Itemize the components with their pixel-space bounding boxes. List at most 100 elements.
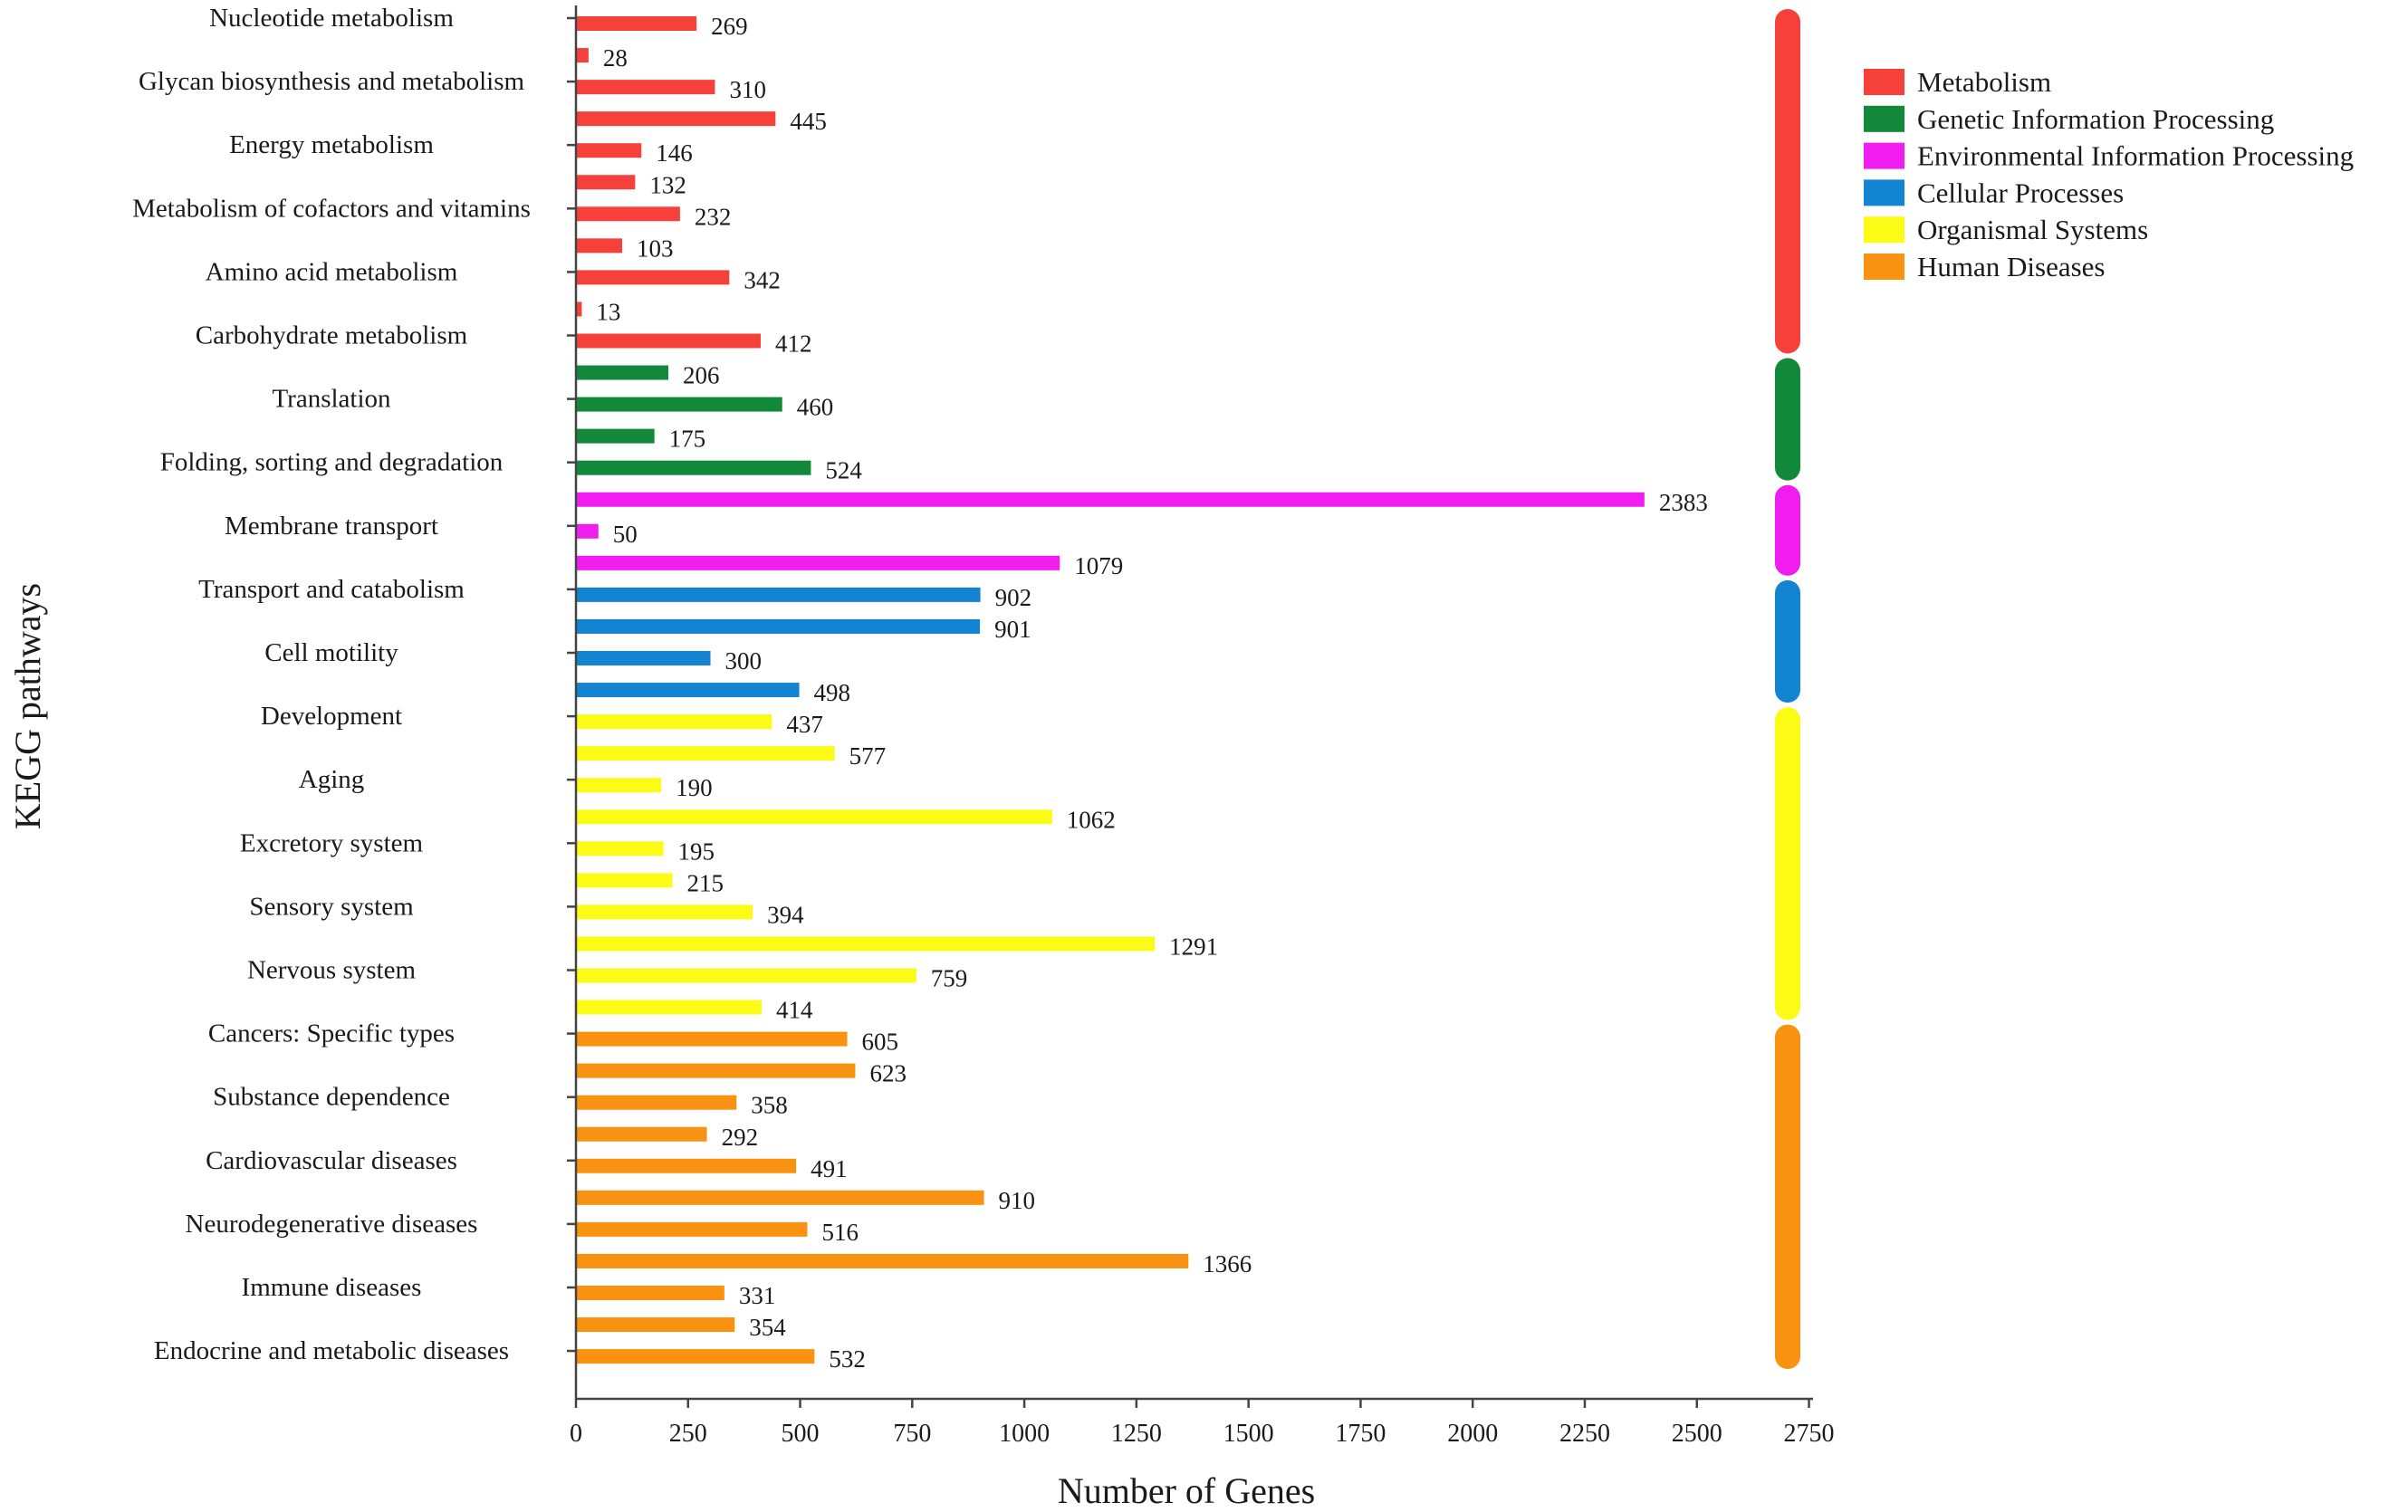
bar	[576, 1000, 762, 1015]
bar	[576, 651, 711, 665]
x-tick-label: 750	[893, 1420, 931, 1448]
x-tick-label: 2250	[1559, 1420, 1610, 1448]
legend: Metabolism Genetic Information Processing…	[1864, 66, 2354, 282]
bar	[576, 1063, 856, 1078]
bar-value-label: 902	[995, 584, 1032, 611]
y-tick-label: Glycan biosynthesis and metabolism	[139, 67, 525, 96]
bar-value-label: 524	[825, 457, 862, 484]
y-tick-label: Substance dependence	[213, 1083, 450, 1112]
x-tick-label: 1750	[1335, 1420, 1386, 1448]
x-axis: 0 250 500 750 1000 1250 1500 1750 2000 2250 2500 27…	[570, 1397, 1835, 1448]
bar-value-label: 394	[767, 901, 804, 928]
bar-value-label: 532	[829, 1345, 866, 1373]
bar-value-label: 50	[613, 521, 638, 548]
value-labels-layer: 269 28 310 445 146 132 232 103 342 13 412 206 460 175…	[596, 13, 1707, 1373]
bar	[576, 1286, 724, 1300]
bar	[576, 618, 981, 634]
category-group-bar	[1775, 1024, 1800, 1370]
bar	[576, 1095, 737, 1110]
bar-value-label: 498	[814, 679, 851, 706]
legend-swatch	[1864, 69, 1904, 95]
bar	[576, 206, 680, 222]
bar	[576, 1126, 707, 1142]
bar-value-label: 577	[849, 742, 887, 770]
category-group-bar	[1775, 484, 1800, 576]
bar	[576, 1221, 808, 1237]
bar	[576, 873, 673, 888]
bar	[576, 968, 916, 983]
bar-value-label: 103	[637, 234, 674, 262]
bar-value-label: 292	[722, 1124, 759, 1151]
bar	[576, 492, 1645, 507]
legend-swatch	[1864, 142, 1904, 169]
y-tick-label: Membrane transport	[225, 512, 438, 541]
y-tick-label: Nucleotide metabolism	[209, 4, 454, 33]
bar-value-label: 901	[994, 616, 1031, 643]
bar	[576, 1158, 797, 1173]
bar-value-label: 437	[786, 711, 823, 738]
bar-value-label: 358	[751, 1092, 788, 1119]
bar-value-label: 132	[649, 171, 686, 198]
bar-value-label: 190	[676, 774, 713, 801]
bar-value-label: 623	[869, 1060, 907, 1087]
bar	[576, 80, 715, 95]
legend-swatch	[1864, 179, 1904, 206]
y-tick-label: Transport and catabolism	[198, 575, 465, 604]
bar-value-label: 1079	[1074, 552, 1123, 579]
category-group-bar	[1775, 358, 1800, 481]
y-tick-label: Immune diseases	[242, 1273, 422, 1302]
bar-value-label: 1366	[1203, 1250, 1252, 1278]
bar-value-label: 516	[821, 1219, 859, 1246]
bar-value-label: 605	[862, 1029, 899, 1056]
x-axis-title: Number of Genes	[1058, 1470, 1315, 1511]
bar-value-label: 412	[775, 330, 812, 358]
x-tick-label: 1250	[1111, 1420, 1162, 1448]
y-tick-label: Carbohydrate metabolism	[196, 321, 468, 350]
bar	[576, 428, 655, 444]
bar	[576, 1317, 735, 1333]
bar-value-label: 146	[656, 139, 693, 167]
y-tick-label: Amino acid metabolism	[206, 257, 458, 286]
legend-swatch	[1864, 254, 1904, 280]
category-group-bar	[1775, 9, 1800, 354]
bar	[576, 1031, 848, 1047]
bar-value-label: 13	[596, 298, 620, 325]
legend-label: Cellular Processes	[1917, 177, 2124, 208]
x-tick-label: 250	[669, 1420, 707, 1448]
bar	[576, 841, 664, 856]
y-tick-label: Cell motility	[264, 638, 398, 667]
legend-label: Metabolism	[1917, 66, 2051, 98]
bar-value-label: 28	[603, 44, 628, 72]
bar	[576, 746, 835, 761]
bar-value-label: 300	[725, 647, 763, 675]
y-tick-label: Energy metabolism	[229, 130, 434, 159]
bar-value-label: 414	[776, 997, 813, 1024]
bar	[576, 683, 800, 698]
y-axis-title: KEGG pathways	[7, 583, 48, 829]
bar	[576, 936, 1156, 952]
bar	[576, 397, 782, 412]
bar-value-label: 354	[749, 1314, 786, 1341]
legend-label: Environmental Information Processing	[1917, 140, 2354, 172]
x-tick-label: 2000	[1447, 1420, 1498, 1448]
y-tick-label: Translation	[272, 385, 391, 414]
y-tick-label: Aging	[299, 765, 365, 794]
bar	[576, 365, 668, 380]
y-tick-label: Sensory system	[249, 892, 414, 921]
bar	[576, 175, 636, 190]
bar-value-label: 445	[790, 108, 827, 135]
y-tick-label: Cardiovascular diseases	[206, 1146, 457, 1175]
bar-value-label: 1062	[1067, 806, 1116, 833]
bar	[576, 48, 589, 63]
bar-value-label: 910	[999, 1187, 1036, 1214]
bar-value-label: 215	[686, 869, 724, 896]
x-tick-label: 1500	[1223, 1420, 1274, 1448]
bar-value-label: 2383	[1659, 489, 1708, 516]
bar	[576, 904, 753, 920]
bar	[576, 809, 1052, 825]
bar	[576, 301, 582, 317]
bars-layer	[576, 16, 1645, 1364]
x-tick-label: 2500	[1672, 1420, 1722, 1448]
bar-value-label: 491	[811, 1155, 848, 1182]
